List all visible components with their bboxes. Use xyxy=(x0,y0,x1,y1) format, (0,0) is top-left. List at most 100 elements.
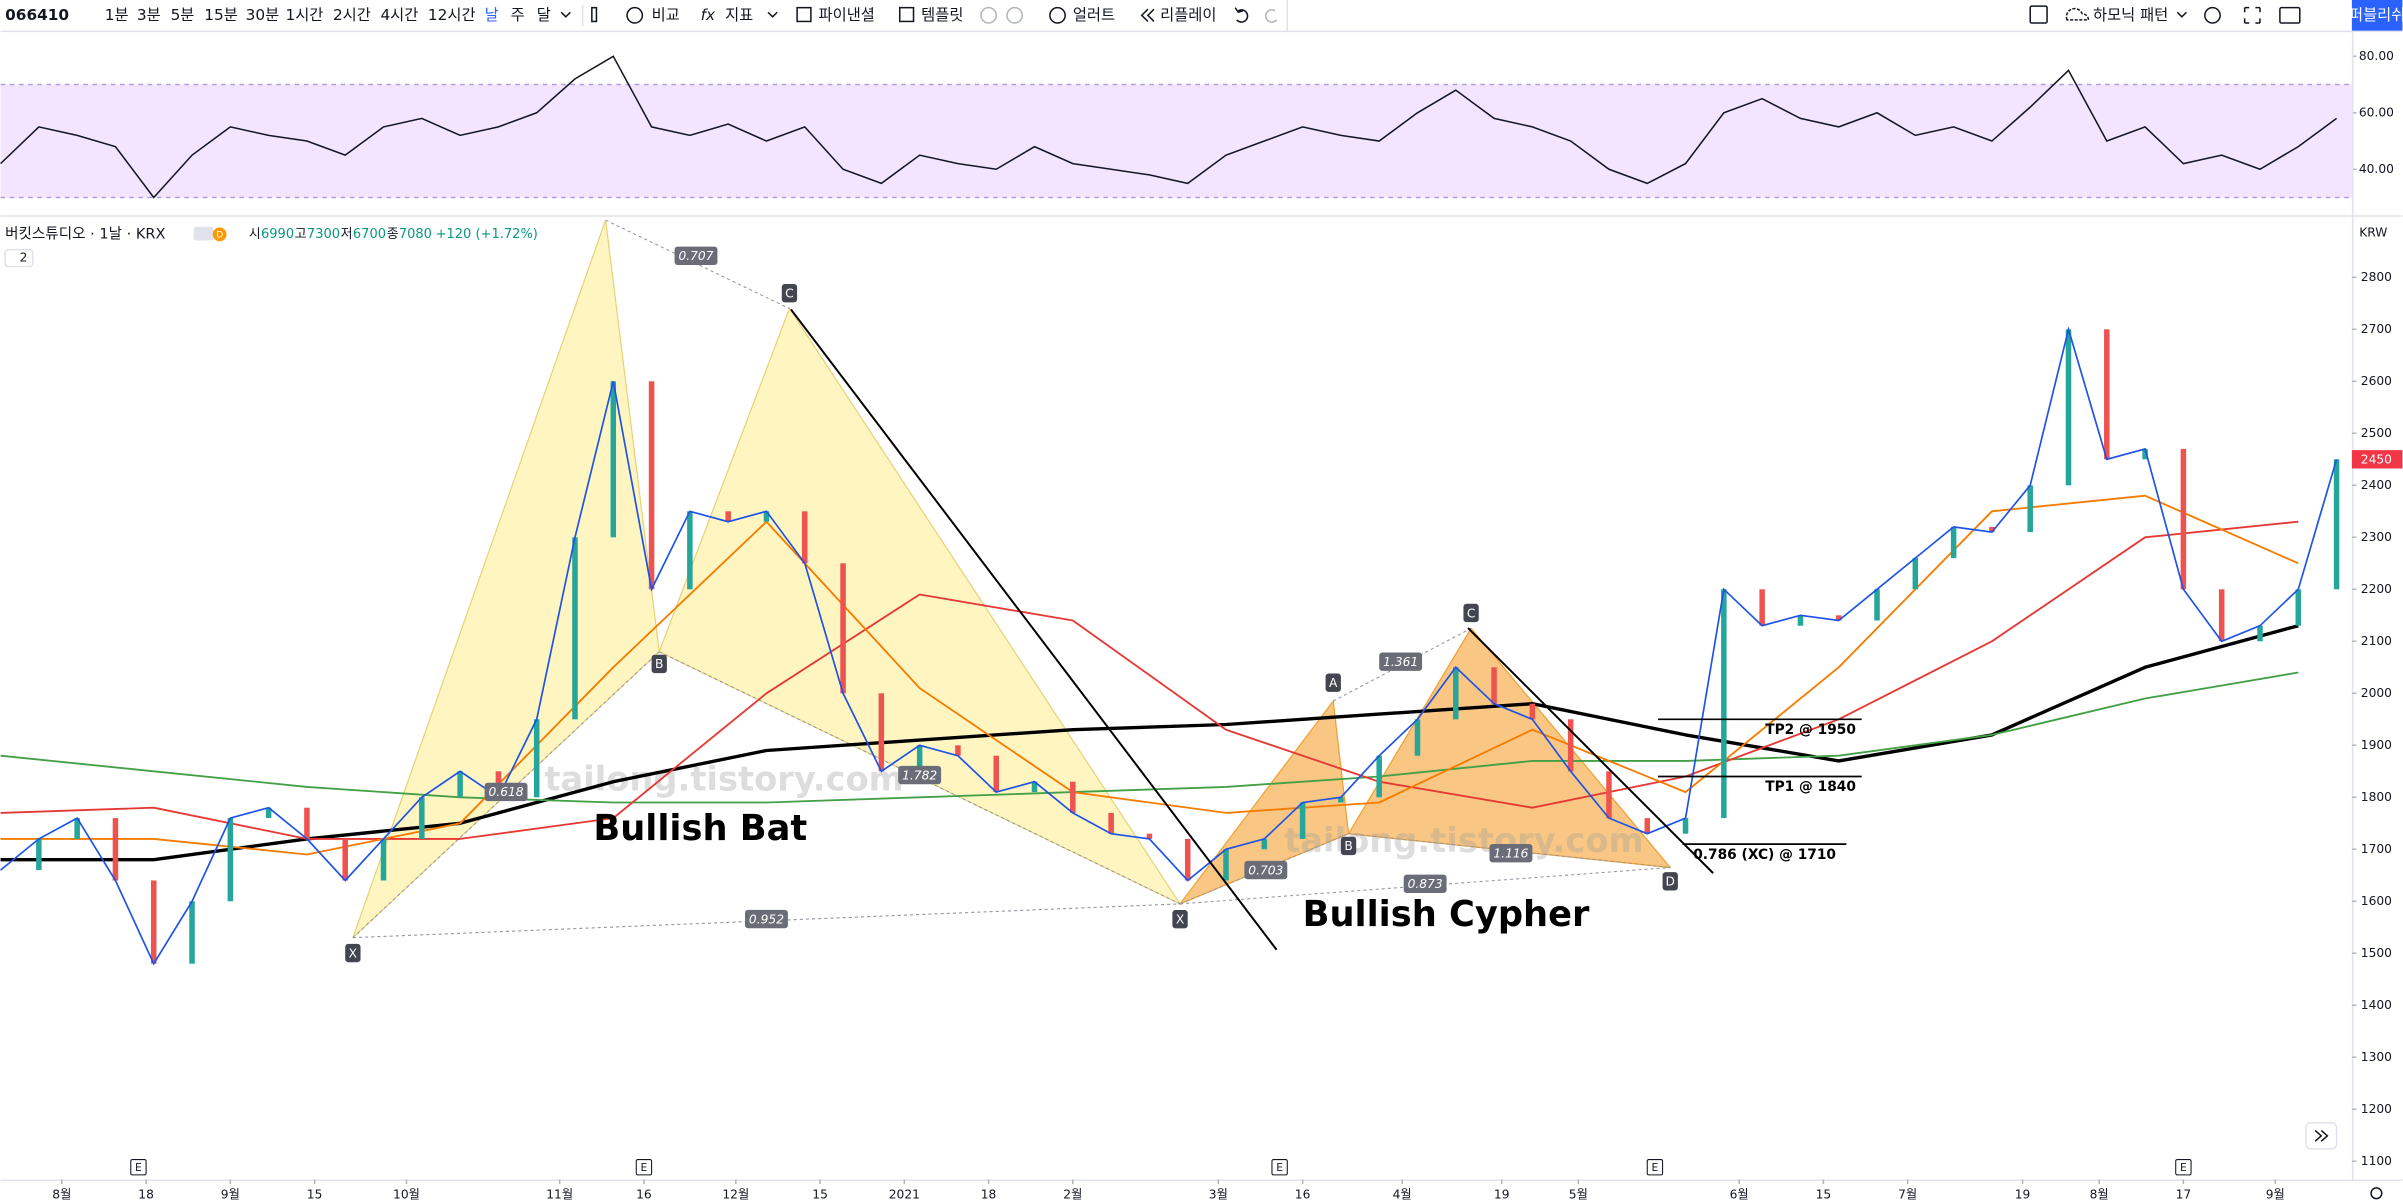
candle xyxy=(1950,526,1957,559)
candle xyxy=(687,511,693,590)
earnings-label: E xyxy=(2180,1161,2187,1174)
time-tick-label: 12월 xyxy=(722,1187,749,1201)
interval[interactable]: 주 xyxy=(511,6,525,24)
toolbar-button[interactable]: 하모닉 패턴 xyxy=(2093,6,2168,24)
legend-count[interactable]: 2 xyxy=(20,251,28,265)
camera-icon[interactable] xyxy=(2279,6,2301,24)
earnings-label: E xyxy=(1652,1161,1659,1174)
time-tick-label: 8월 xyxy=(52,1187,71,1201)
toolbar-button[interactable]: 비교 xyxy=(652,6,680,24)
template-icon[interactable] xyxy=(980,6,998,24)
candle xyxy=(1338,797,1344,803)
candle xyxy=(380,838,387,881)
toolbar-button[interactable]: 지표 xyxy=(725,6,753,24)
candle xyxy=(1070,781,1076,813)
legend-toggle[interactable] xyxy=(4,248,34,268)
undo-icon[interactable] xyxy=(1234,7,1249,23)
pattern-point-label: B xyxy=(1344,839,1352,853)
trendline xyxy=(790,308,1278,951)
legend-button[interactable] xyxy=(193,226,214,241)
price-tick-label: 2800 xyxy=(2361,270,2392,284)
candle xyxy=(2142,448,2148,460)
toolbar-button[interactable]: 템플릿 xyxy=(921,6,963,24)
alert-icon[interactable] xyxy=(1049,6,1066,24)
ratio-badge xyxy=(1489,844,1533,863)
candle xyxy=(1721,589,1727,819)
symbol[interactable]: 066410 xyxy=(5,6,69,24)
scroll-icon[interactable] xyxy=(2314,1129,2329,1142)
time-tick-label: 7월 xyxy=(1898,1187,1917,1201)
publish-label[interactable]: 퍼블리쉬 xyxy=(2349,6,2403,24)
dropdown-icon[interactable] xyxy=(560,11,571,18)
redo-icon[interactable] xyxy=(1265,9,1278,23)
toolbar-button[interactable]: 파이낸셜 xyxy=(819,6,875,24)
candle xyxy=(2333,459,2340,590)
toolbar-button[interactable]: 리플레이 xyxy=(1160,6,1216,24)
pattern-point xyxy=(1463,603,1479,623)
candle xyxy=(763,511,770,522)
legend-ohlc-label: 고 xyxy=(295,227,307,242)
moving-average xyxy=(0,624,2299,862)
price-tick-label: 1200 xyxy=(2361,1102,2392,1116)
interval[interactable]: 1분 xyxy=(105,6,129,24)
interval[interactable]: 12시간 xyxy=(428,6,476,24)
ratio-label: 0.703 xyxy=(1248,863,1283,877)
ratio-badge xyxy=(1403,874,1447,894)
time-tick-label: 16 xyxy=(1295,1187,1311,1201)
fullscreen-icon[interactable] xyxy=(2243,6,2261,24)
candle xyxy=(1453,667,1459,720)
interval[interactable]: 4시간 xyxy=(380,6,418,24)
cloud-icon[interactable] xyxy=(2065,7,2090,21)
replay-icon[interactable] xyxy=(1140,8,1155,22)
ratio-badge xyxy=(484,782,528,802)
interval[interactable]: 1시간 xyxy=(285,6,323,24)
price-tick-label: 2700 xyxy=(2361,322,2392,336)
earnings-marker xyxy=(1271,1159,1288,1176)
interval[interactable]: 15분 xyxy=(204,6,238,24)
currency-label[interactable]: KRW xyxy=(2359,225,2387,239)
price-tick-label: 1400 xyxy=(2361,998,2392,1012)
earnings-label: E xyxy=(135,1161,142,1174)
layout-icon[interactable] xyxy=(2029,5,2048,24)
interval-active[interactable]: 날 xyxy=(485,6,499,24)
price-tick-label: 1500 xyxy=(2361,946,2392,960)
compare-icon[interactable] xyxy=(626,6,644,24)
price-tick-label: 2400 xyxy=(2361,478,2392,492)
interval[interactable]: 달 xyxy=(537,6,551,24)
dropdown-icon[interactable] xyxy=(2176,11,2187,18)
candle xyxy=(2027,485,2033,533)
template-icon[interactable] xyxy=(898,6,915,23)
legend-change: +120 (+1.72%) xyxy=(436,227,538,242)
template-icon[interactable] xyxy=(1006,6,1024,24)
candle-icon[interactable] xyxy=(591,6,598,23)
time-tick-label: 19 xyxy=(1494,1187,1510,1201)
time-tick-label: 18 xyxy=(981,1187,997,1201)
time-tick-label: 2월 xyxy=(1063,1187,1082,1201)
financial-icon[interactable] xyxy=(796,6,812,23)
pattern-ratio-line xyxy=(1332,627,1472,702)
candle xyxy=(1299,802,1306,839)
interval[interactable]: 2시간 xyxy=(333,6,371,24)
publish-button[interactable] xyxy=(2351,0,2403,31)
interval[interactable]: 30분 xyxy=(246,6,280,24)
candle xyxy=(1797,615,1804,626)
candle xyxy=(112,818,119,881)
pattern-point xyxy=(1340,836,1357,856)
indicator-icon[interactable]: fx xyxy=(701,6,716,24)
pattern-point xyxy=(1172,910,1188,929)
toolbar-button[interactable]: 얼러트 xyxy=(1073,6,1115,24)
price-tick-label: 1800 xyxy=(2361,790,2392,804)
axis-settings-icon[interactable] xyxy=(2370,1187,2383,1200)
target-label: TP1 @ 1840 xyxy=(1765,779,1856,795)
interval[interactable]: 5분 xyxy=(171,6,195,24)
candle xyxy=(2065,329,2072,486)
price-pane: 1100 1200 1300 1400 1500 1600 1700 1800 1900 2000… xyxy=(0,219,2403,1201)
watermark: tailong.tistory.com xyxy=(544,760,903,799)
status-dot-label: D xyxy=(216,230,223,241)
legend-ohlc-label: 시 xyxy=(249,227,261,242)
target-label: 0.786 (XC) @ 1710 xyxy=(1693,847,1836,863)
settings-icon[interactable] xyxy=(2204,6,2221,24)
interval[interactable]: 3분 xyxy=(137,6,161,24)
earnings-label: E xyxy=(1276,1161,1283,1174)
dropdown-icon[interactable] xyxy=(767,11,778,18)
